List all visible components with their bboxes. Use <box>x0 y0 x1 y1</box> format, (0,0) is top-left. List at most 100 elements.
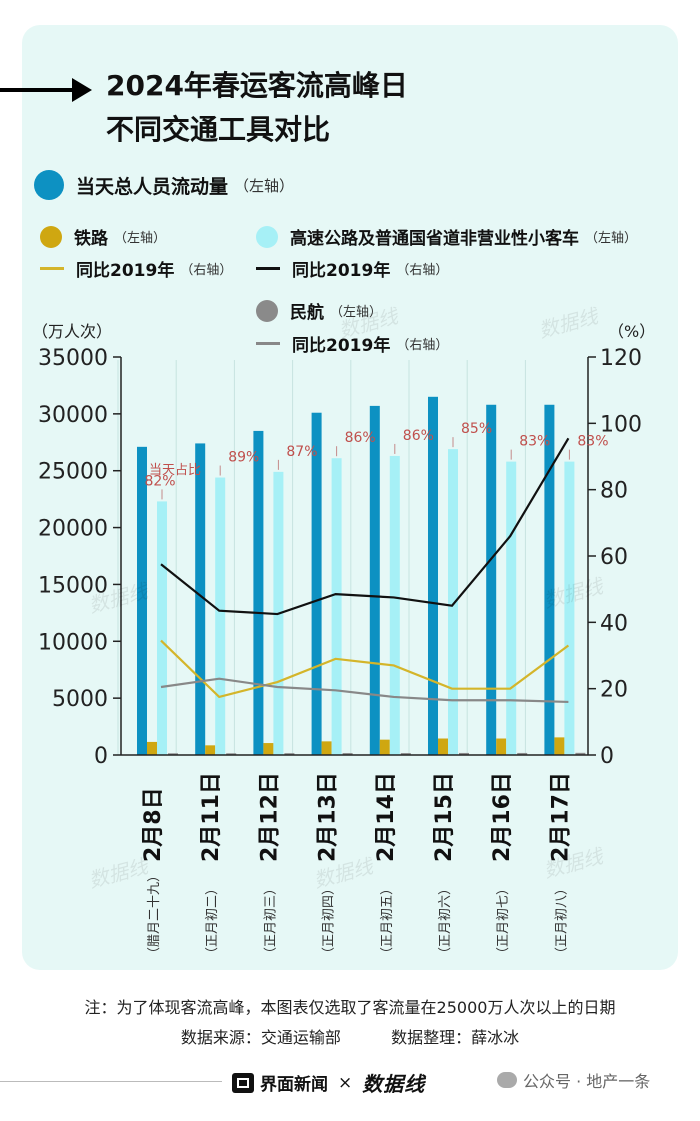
bar-road <box>506 461 517 755</box>
bar-total <box>253 430 264 755</box>
legend-rail: 铁路 （左轴） <box>40 224 166 249</box>
x-category-label: 2月8日 <box>141 787 166 862</box>
right-tick-label: 80 <box>600 479 628 504</box>
left-tick-label: 5000 <box>52 687 108 712</box>
left-tick-label: 15000 <box>38 573 108 598</box>
x-lunar-label: （正月初八） <box>554 882 569 960</box>
left-tick-label: 35000 <box>38 346 108 371</box>
chart-title: 2024年春运客流高峰日 不同交通工具对比 <box>106 64 408 152</box>
x-category-label: 2月16日 <box>490 772 515 862</box>
share-label: 87% <box>286 444 317 460</box>
x-category-group: 2月11日 （正月初二） <box>199 772 224 960</box>
brand-datawire: 数据线 <box>362 1072 426 1096</box>
bar-air <box>517 752 528 755</box>
right-tick-label: 100 <box>600 412 642 437</box>
x-category-label: 2月13日 <box>316 772 341 862</box>
title-arrow-line <box>0 88 84 92</box>
legend-total-axis: （左轴） <box>234 176 295 195</box>
share-label: 86% <box>345 430 376 446</box>
legend-air-yoy-axis: （右轴） <box>396 338 449 353</box>
legend-air-yoy-label: 同比2019年 <box>292 336 391 356</box>
x-category-label: 2月12日 <box>257 772 282 862</box>
x-category-group: 2月16日 （正月初七） <box>490 772 515 960</box>
x-lunar-label: （正月初五） <box>380 882 395 960</box>
bar-total <box>195 443 206 755</box>
bar-air <box>168 753 178 755</box>
legend-road-yoy-swatch <box>256 267 280 270</box>
jiemian-logo-icon <box>232 1072 254 1093</box>
legend-rail-yoy-label: 同比2019年 <box>76 261 175 281</box>
legend-road-axis: （左轴） <box>585 231 638 246</box>
watermark: 数据线 <box>336 303 402 342</box>
bar-total <box>369 405 380 755</box>
share-label: 89% <box>228 450 259 466</box>
legend-road-yoy: 同比2019年 （右轴） <box>256 256 448 281</box>
line-road-yoy <box>160 437 570 616</box>
legend-road-swatch <box>256 225 278 248</box>
right-tick-label: 0 <box>600 744 614 769</box>
left-tick-label: 20000 <box>38 517 108 542</box>
bar-rail <box>554 737 565 755</box>
share-label: 83% <box>577 434 608 450</box>
brand-times: × <box>338 1072 353 1093</box>
left-axis-unit: （万人次） <box>32 322 113 341</box>
x-category-group: 2月13日 （正月初四） <box>316 772 341 960</box>
right-tick-label: 40 <box>600 611 628 636</box>
bar-total <box>544 404 555 755</box>
x-category-label: 2月15日 <box>432 772 457 862</box>
left-tick-label: 0 <box>94 744 108 769</box>
bar-rail <box>147 741 157 755</box>
bar-total <box>486 404 497 755</box>
legend-rail-yoy-axis: （右轴） <box>180 263 233 278</box>
left-tick-label: 30000 <box>38 403 108 428</box>
line-air-yoy <box>160 677 569 704</box>
footnote: 注：为了体现客流高峰，本图表仅选取了客流量在25000万人次以上的日期 <box>84 998 616 1017</box>
credits: 数据来源：交通运输部 数据整理：薛冰冰 <box>0 1024 700 1048</box>
share-label: 85% <box>461 421 492 437</box>
bar-rail <box>496 738 507 755</box>
bar-total <box>428 396 438 755</box>
wechat-label: 公众号 · 地产一条 <box>523 1072 651 1091</box>
x-category-group: 2月14日 （正月初五） <box>374 772 399 960</box>
legend-rail-yoy: 同比2019年 （右轴） <box>40 256 232 281</box>
title-line-2: 不同交通工具对比 <box>106 113 331 146</box>
x-lunar-label: （正月初六） <box>438 882 453 960</box>
line-rail-yoy <box>160 639 570 699</box>
legend-road: 高速公路及普通国省道非营业性小客车 （左轴） <box>256 224 637 249</box>
right-tick-label: 20 <box>600 678 628 703</box>
bar-road <box>215 477 226 755</box>
x-category-label: 2月14日 <box>374 772 399 862</box>
wechat-icon <box>497 1072 517 1088</box>
legend-road-yoy-label: 同比2019年 <box>292 261 391 281</box>
watermark: 数据线 <box>536 303 602 342</box>
bar-rail <box>205 745 216 755</box>
share-annotation-label: 当天占比 <box>149 463 201 478</box>
x-category-group: 2月12日 （正月初三） <box>257 772 282 960</box>
title-line-1: 2024年春运客流高峰日 <box>106 69 408 102</box>
x-lunar-label: （腊月二十九） <box>147 869 162 960</box>
legend-air-yoy-swatch <box>256 342 280 345</box>
bar-road <box>157 501 167 755</box>
footer-divider-left <box>0 1081 222 1082</box>
bar-rail <box>438 738 448 755</box>
x-category-group: 2月8日 （腊月二十九） <box>141 787 166 960</box>
legend-air: 民航 （左轴） <box>256 298 382 323</box>
legend-total-swatch <box>34 170 64 200</box>
share-label: 83% <box>519 434 550 450</box>
bar-total <box>137 446 147 755</box>
wechat-account: 公众号 · 地产一条 <box>497 1068 650 1092</box>
legend-road-yoy-axis: （右轴） <box>396 263 449 278</box>
x-lunar-label: （正月初七） <box>496 882 511 960</box>
right-tick-label: 120 <box>600 346 642 371</box>
x-category-label: 2月11日 <box>199 772 224 862</box>
legend-air-yoy: 同比2019年 （右轴） <box>256 331 448 356</box>
bar-road <box>448 449 458 755</box>
right-tick-label: 60 <box>600 545 628 570</box>
editor-label: 数据整理：薛冰冰 <box>391 1028 520 1047</box>
bar-air <box>226 753 237 755</box>
bar-road <box>331 458 342 755</box>
bar-road <box>389 455 400 755</box>
bar-air <box>459 752 469 755</box>
x-category-label: 2月17日 <box>548 772 573 862</box>
